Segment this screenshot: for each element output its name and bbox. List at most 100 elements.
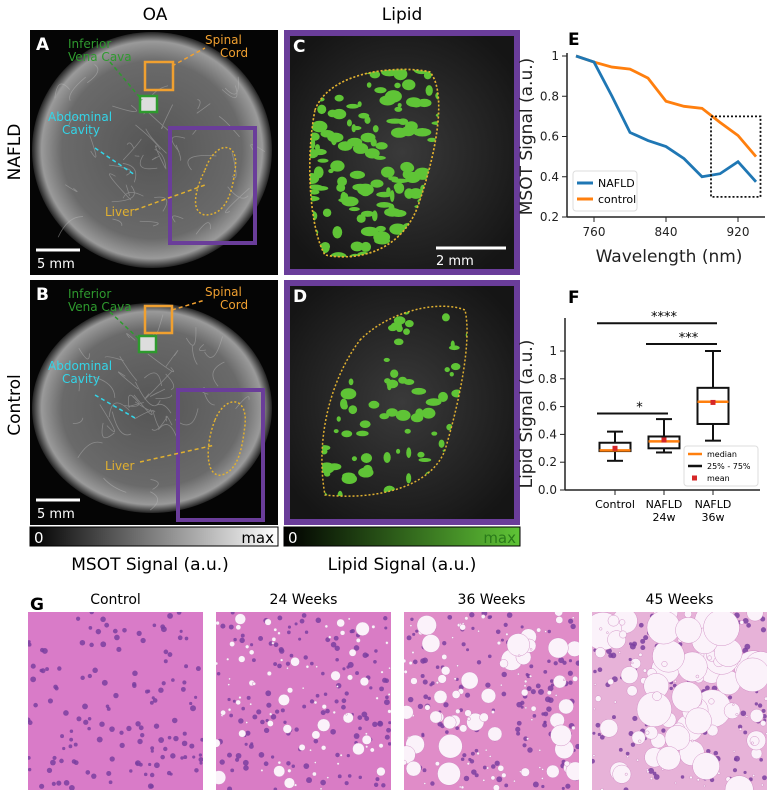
lipid-deposit [425, 85, 433, 96]
lipid-vacuole [234, 613, 246, 625]
chart-e-msot-spectrum: 760 840 920 0.2 0.4 0.6 0.8 1 Wavelength (nm) MSO… [517, 49, 765, 267]
nucleus [640, 638, 646, 644]
nucleus [386, 727, 391, 733]
lipid-deposit [393, 316, 406, 325]
nucleus [136, 630, 142, 636]
lipid-vacuole [376, 766, 386, 777]
nucleus [506, 612, 513, 618]
nucleus [476, 660, 482, 665]
nucleus [270, 714, 277, 720]
lipid-deposit [360, 132, 376, 143]
nucleus [754, 702, 758, 706]
nucleus [189, 743, 195, 749]
lipid-vacuole [451, 636, 454, 639]
lipid-deposit [450, 340, 455, 349]
nucleus [68, 744, 73, 749]
nucleus [230, 612, 235, 615]
nucleus [469, 612, 475, 618]
nucleus [235, 757, 240, 762]
lipid-vacuole [433, 690, 448, 704]
lipid-vacuole [675, 617, 702, 644]
lipid-vacuole [619, 619, 626, 626]
tissue-texture [134, 155, 140, 157]
label-inferior-vena-cava: Inferior [68, 287, 111, 301]
lipid-deposit [348, 378, 354, 386]
nucleus [384, 626, 388, 630]
lipid-vacuole [380, 670, 384, 674]
nucleus [491, 764, 496, 769]
nucleus [275, 709, 280, 714]
nucleus [727, 695, 733, 700]
nucleus [567, 670, 573, 676]
label-abdominal-cavity: Abdominal [48, 110, 112, 124]
nucleus [309, 661, 314, 666]
lipid-vacuole [339, 630, 346, 636]
y-tick-label: 0.6 [540, 130, 559, 144]
lipid-vacuole [387, 693, 391, 696]
lipid-vacuole [387, 709, 391, 714]
nucleus [190, 705, 196, 712]
lipid-vacuole [707, 655, 712, 661]
nucleus [495, 629, 501, 635]
nucleus [273, 642, 279, 648]
liver-outline [207, 401, 246, 476]
tissue-texture [161, 104, 174, 130]
nucleus [346, 754, 350, 758]
lipid-vacuole [593, 707, 596, 711]
lipid-vacuole [287, 687, 293, 694]
nucleus [273, 662, 278, 666]
lipid-vacuole [638, 652, 643, 657]
lipid-vacuole [599, 627, 603, 631]
lipid-vacuole [631, 730, 646, 745]
tissue-texture [72, 417, 84, 424]
nucleus [106, 770, 112, 776]
lipid-vacuole [765, 732, 767, 735]
nucleus [762, 775, 767, 781]
legend [683, 445, 759, 487]
lipid-deposit [383, 451, 391, 464]
nucleus [30, 676, 37, 683]
nucleus [145, 689, 149, 694]
lipid-deposit [379, 413, 390, 420]
nucleus [315, 693, 320, 698]
lipid-deposit [438, 391, 448, 403]
nucleus [153, 723, 160, 729]
y-tick-label: 0.0 [538, 483, 557, 497]
lipid-vacuole [411, 651, 415, 654]
significance-label: **** [651, 310, 678, 325]
nucleus [344, 781, 349, 786]
nucleus [388, 721, 391, 725]
legend-label: control [598, 193, 636, 206]
nucleus [244, 742, 248, 746]
vena-cava-roi [138, 94, 159, 114]
nucleus [198, 757, 203, 762]
nucleus [592, 758, 595, 764]
nucleus [669, 686, 673, 691]
nucleus [362, 652, 369, 658]
nucleus [170, 753, 176, 759]
label-inferior-vena-cava: Inferior [68, 37, 111, 51]
nucleus [471, 769, 477, 775]
nucleus [737, 724, 743, 730]
tissue-texture [165, 350, 179, 367]
panel-label-b: B [36, 285, 49, 305]
nucleus [357, 715, 363, 720]
lipid-vacuole [456, 664, 459, 668]
nucleus [163, 746, 168, 752]
lipid-vacuole [708, 698, 715, 705]
lipid-vacuole [595, 647, 606, 658]
legend-label: median [707, 450, 737, 459]
lipid-vacuole [460, 785, 465, 790]
panel-d-lipid-control: D [284, 280, 520, 525]
lipid-vacuole [441, 654, 448, 660]
lipid-deposit [373, 231, 391, 243]
lipid-deposit [340, 398, 348, 410]
tissue-texture [139, 154, 158, 170]
x-tick-label: NAFLD [646, 498, 683, 511]
lipid-deposit [438, 439, 445, 448]
nucleus [195, 666, 201, 672]
lipid-vacuole [235, 624, 242, 631]
lipid-deposit [410, 413, 424, 423]
nucleus [45, 667, 49, 671]
nucleus [599, 734, 605, 740]
